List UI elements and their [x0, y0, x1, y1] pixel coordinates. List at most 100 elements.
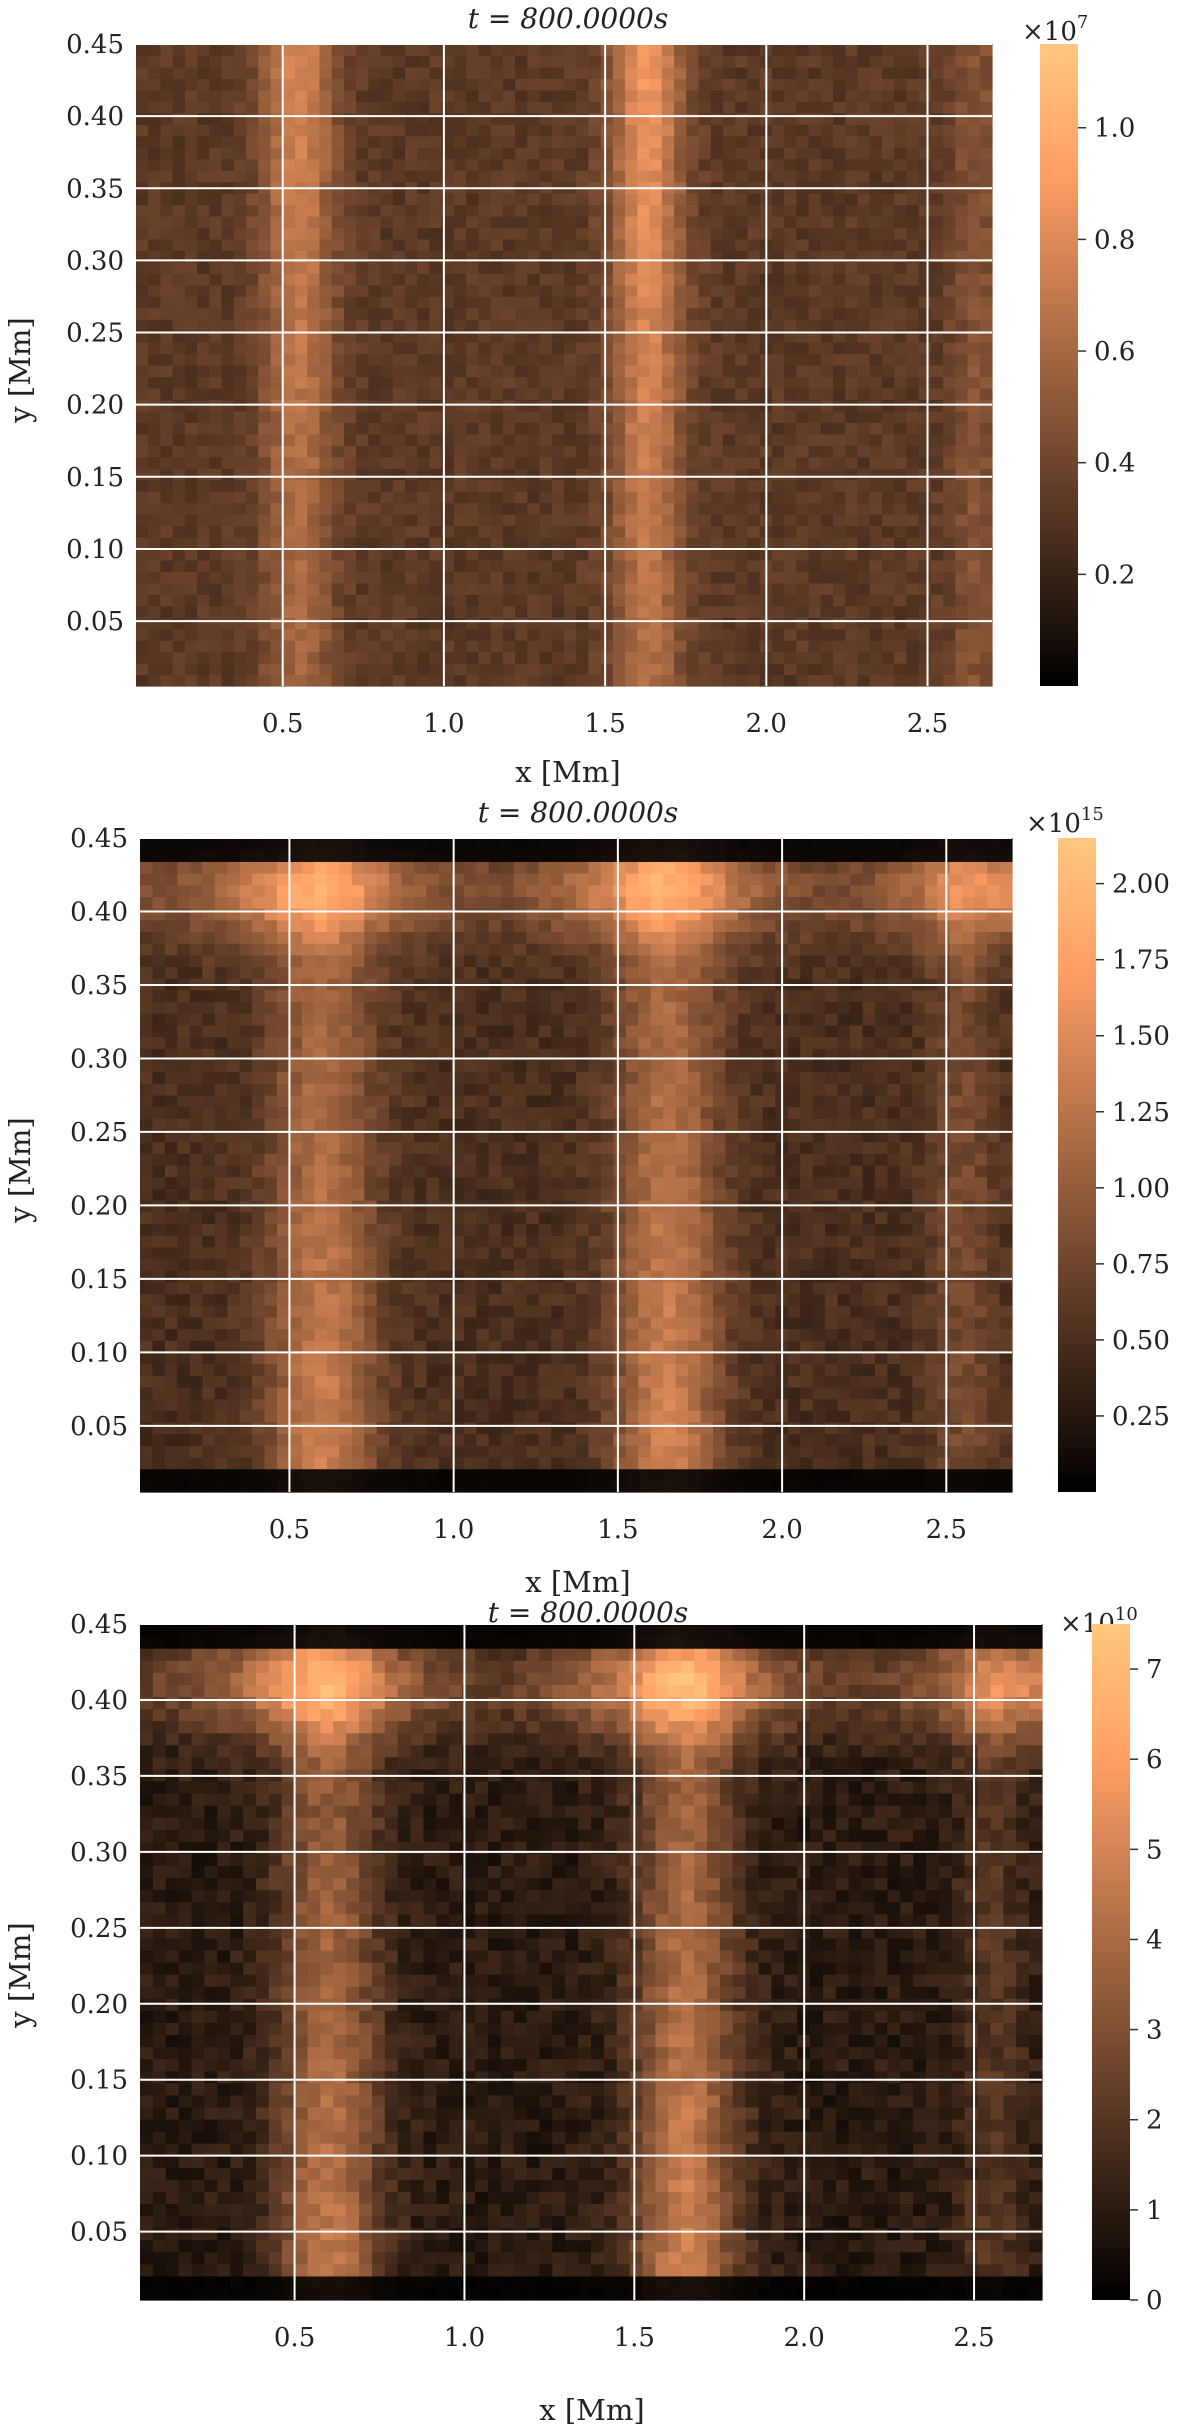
heatmap-cell — [478, 330, 492, 343]
heatmap-cell — [246, 215, 259, 229]
heatmap-cell — [417, 124, 431, 137]
heatmap-cell — [339, 1468, 353, 1481]
heatmap-cell — [331, 422, 345, 435]
heatmap-cell — [392, 491, 406, 504]
heatmap-cell — [833, 296, 846, 309]
heatmap-cell — [164, 1456, 178, 1470]
heatmap-cell — [930, 491, 944, 504]
heatmap-cell — [735, 353, 749, 366]
heatmap-cell — [771, 147, 785, 160]
heatmap-cell — [722, 387, 736, 400]
heatmap-cell — [351, 1386, 365, 1400]
heatmap-cell — [478, 147, 492, 160]
heatmap-cell — [881, 663, 895, 676]
heatmap-cell — [453, 640, 467, 653]
heatmap-cell — [326, 1386, 340, 1400]
heatmap-cell — [857, 594, 871, 607]
heatmap-cell — [906, 238, 920, 251]
heatmap-cell — [314, 1456, 328, 1470]
heatmap-cell — [277, 1094, 291, 1108]
heatmap-cell — [152, 1386, 166, 1400]
heatmap-cell — [429, 284, 443, 297]
heatmap-cell — [625, 204, 638, 217]
heatmap-cell — [967, 307, 981, 320]
heatmap-cell — [576, 135, 590, 148]
heatmap-cell — [564, 89, 577, 102]
heatmap-cell — [796, 330, 810, 343]
heatmap-cell — [356, 445, 369, 458]
heatmap-cell — [710, 215, 724, 229]
heatmap-cell — [955, 261, 969, 274]
heatmap-cell — [351, 1316, 365, 1330]
heatmap-cell — [820, 227, 834, 240]
heatmap-cell — [392, 147, 406, 160]
heatmap-cell — [356, 353, 369, 366]
heatmap-cell — [177, 884, 191, 897]
heatmap-cell — [674, 44, 687, 57]
heatmap-cell — [429, 124, 443, 137]
heatmap-cell — [307, 124, 321, 137]
heatmap-cell — [466, 170, 479, 183]
heatmap-cell — [588, 536, 602, 550]
heatmap-cell — [576, 479, 590, 492]
heatmap-cell — [820, 422, 834, 435]
heatmap-cell — [202, 1059, 216, 1073]
heatmap-cell — [833, 617, 846, 630]
heatmap-cell — [918, 342, 932, 355]
heatmap-cell — [314, 1048, 328, 1061]
heatmap-cell — [221, 284, 235, 297]
heatmap-cell — [227, 873, 241, 886]
heatmap-cell — [943, 124, 956, 137]
heatmap-cell — [356, 491, 369, 504]
heatmap-cell — [576, 410, 590, 423]
heatmap-cell — [686, 158, 700, 171]
heatmap-cell — [140, 1153, 154, 1166]
heatmap-cell — [214, 1165, 228, 1178]
heatmap-cell — [564, 594, 577, 607]
heatmap-cell — [833, 582, 846, 595]
heatmap-cell — [808, 491, 822, 504]
heatmap-cell — [136, 559, 149, 572]
heatmap-cell — [258, 89, 272, 102]
heatmap-cell — [906, 124, 920, 137]
heatmap-cell — [282, 617, 296, 630]
heatmap-cell — [202, 1398, 216, 1411]
heatmap-cell — [918, 536, 932, 550]
heatmap-cell — [368, 651, 382, 664]
heatmap-cell — [277, 1001, 291, 1014]
heatmap-cell — [160, 342, 174, 355]
heatmap-cell — [674, 410, 687, 423]
heatmap-cell — [282, 445, 296, 458]
heatmap-cell — [600, 387, 614, 400]
heatmap-cell — [307, 433, 321, 446]
heatmap-cell — [979, 365, 993, 378]
heatmap-cell — [282, 651, 296, 664]
heatmap-cell — [881, 112, 895, 125]
heatmap-cell — [747, 365, 761, 378]
heatmap-cell — [221, 479, 235, 492]
heatmap-cell — [784, 112, 797, 125]
heatmap-cell — [869, 376, 883, 389]
heatmap-cell — [197, 261, 210, 274]
heatmap-cell — [490, 387, 504, 400]
heatmap-cell — [527, 468, 541, 481]
heatmap-cell — [735, 617, 749, 630]
heatmap-cell — [515, 158, 528, 171]
heatmap-cell — [351, 1328, 365, 1341]
heatmap-cell — [189, 1036, 203, 1049]
heatmap-cell — [331, 640, 345, 653]
heatmap-cell — [239, 1480, 253, 1493]
heatmap-cell — [833, 89, 846, 102]
heatmap-cell — [246, 101, 259, 114]
heatmap-cell — [177, 1165, 191, 1178]
heatmap-cell — [833, 468, 846, 481]
heatmap-cell — [955, 536, 969, 550]
heatmap-cell — [906, 89, 920, 102]
heatmap-cell — [380, 663, 394, 676]
heatmap-cell — [955, 319, 969, 332]
heatmap-cell — [405, 135, 418, 148]
heatmap-cell — [368, 365, 382, 378]
heatmap-cell — [277, 1165, 291, 1178]
heatmap-cell — [314, 1129, 328, 1143]
heatmap-cell — [233, 55, 247, 68]
